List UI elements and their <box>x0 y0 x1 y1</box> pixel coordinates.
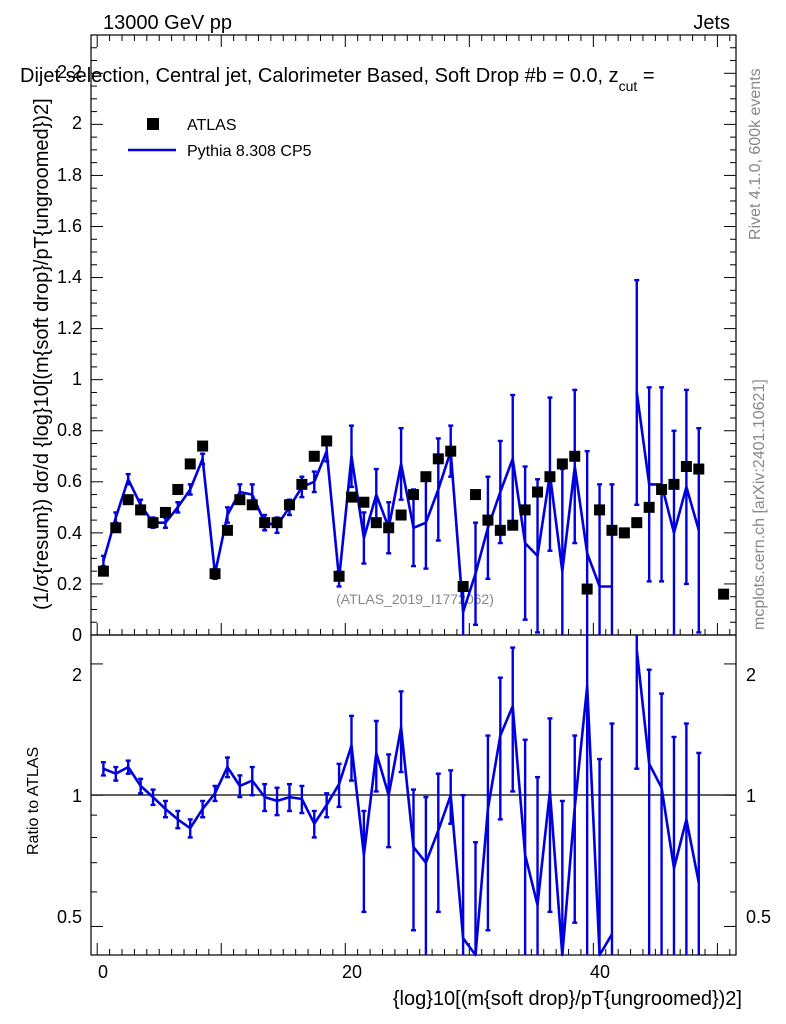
atlas-data-point <box>457 580 469 592</box>
atlas-data-point <box>259 517 271 529</box>
atlas-data-point <box>618 527 630 539</box>
atlas-data-point <box>97 565 109 577</box>
atlas-data-point <box>532 486 544 498</box>
x-tick-label: 40 <box>590 962 610 982</box>
atlas-data-point <box>333 570 345 582</box>
main-y-tick-label: 0.4 <box>57 523 82 543</box>
atlas-data-point <box>147 517 159 529</box>
main-y-tick-label: 1.2 <box>57 318 82 338</box>
atlas-data-point <box>594 504 606 516</box>
ratio-y-tick-label: 2 <box>72 665 82 685</box>
x-tick-label: 20 <box>342 962 362 982</box>
atlas-data-point <box>209 568 221 580</box>
atlas-data-point <box>556 458 568 470</box>
process-label: Jets <box>693 12 730 34</box>
atlas-data-point <box>172 483 184 495</box>
atlas-data-point <box>135 504 147 516</box>
energy-label: 13000 GeV pp <box>103 12 232 34</box>
atlas-data-point <box>432 453 444 465</box>
main-y-tick-labels: 0 0.2 0.4 0.6 0.8 1 1.2 1.4 1.6 1.8 2 2.… <box>57 62 82 645</box>
atlas-data-point <box>656 483 668 495</box>
main-y-tick-label: 0.8 <box>57 420 82 440</box>
atlas-data-point <box>296 478 308 490</box>
atlas-data-point <box>221 524 233 536</box>
atlas-data-point <box>408 489 419 501</box>
x-axis-title: {log}10[(m{soft drop}/pT{ungroomed})2] <box>393 988 742 1010</box>
atlas-data-point <box>345 491 357 503</box>
legend-mc-label: Pythia 8.308 CP5 <box>187 143 312 160</box>
atlas-data-point <box>197 440 209 452</box>
mc-series-line <box>102 392 701 614</box>
atlas-data-point <box>308 450 320 462</box>
atlas-data-point <box>668 478 680 490</box>
atlas-data-point <box>234 494 246 506</box>
atlas-data-point <box>283 499 295 511</box>
atlas-data-markers <box>97 435 730 600</box>
atlas-data-point <box>606 524 618 536</box>
ratio-y-tick-label-right: 0.5 <box>746 907 771 927</box>
main-y-tick-label: 0 <box>72 625 82 645</box>
atlas-data-point <box>507 519 519 531</box>
atlas-data-point <box>631 517 643 529</box>
atlas-data-point <box>271 517 283 529</box>
ratio-y-tick-label-right: 1 <box>746 786 756 806</box>
atlas-data-point <box>680 460 692 472</box>
legend: ATLAS Pythia 8.308 CP5 <box>128 117 312 160</box>
ratio-series-line <box>102 650 701 957</box>
atlas-data-point <box>122 494 134 506</box>
atlas-data-point <box>581 583 593 595</box>
main-y-tick-label: 0.6 <box>57 471 82 491</box>
atlas-data-point <box>246 499 258 511</box>
main-y-tick-label: 2.2 <box>57 62 82 82</box>
atlas-data-point <box>519 504 531 516</box>
legend-data-label: ATLAS <box>187 117 237 134</box>
atlas-data-point <box>494 524 506 536</box>
atlas-data-point <box>159 506 171 518</box>
main-y-axis-title: (1/σ{resum}) dσ/d {log}10[(m{soft drop}/… <box>31 98 53 610</box>
atlas-data-point <box>693 463 705 475</box>
main-y-tick-label: 1 <box>72 369 82 389</box>
main-y-tick-label: 1.4 <box>57 267 82 287</box>
legend-data-marker <box>147 118 159 130</box>
mc-error-bars <box>100 278 702 635</box>
main-y-tick-label: 1.8 <box>57 165 82 185</box>
atlas-data-point <box>544 471 556 483</box>
atlas-data-point <box>569 450 581 462</box>
ratio-y-tick-label-right: 2 <box>746 665 756 685</box>
atlas-data-point <box>321 435 333 447</box>
atlas-data-point <box>383 522 395 534</box>
rivet-label: Rivet 4.1.0, 600k events <box>747 68 764 240</box>
main-y-tick-label: 0.2 <box>57 574 82 594</box>
main-y-tick-label: 1.6 <box>57 216 82 236</box>
ratio-y-tick-label: 0.5 <box>57 907 82 927</box>
atlas-data-point <box>718 588 730 600</box>
atlas-data-point <box>470 489 482 501</box>
atlas-data-point <box>370 517 382 529</box>
plot-title: Dijet selection, Central jet, Calorimete… <box>20 65 655 94</box>
axis-ticks <box>91 34 736 955</box>
x-tick-label: 0 <box>98 962 108 982</box>
atlas-data-point <box>358 496 370 508</box>
atlas-data-point <box>482 514 494 526</box>
atlas-data-point <box>420 471 432 483</box>
atlas-data-point <box>184 458 196 470</box>
ratio-y-tick-label: 1 <box>72 786 82 806</box>
atlas-data-point <box>110 522 122 534</box>
mcplots-label: mcplots.cern.ch [arXiv:2401.10621] <box>751 379 768 630</box>
atlas-data-point <box>643 501 655 513</box>
ratio-y-axis-title: Ratio to ATLAS <box>25 747 42 855</box>
atlas-data-point <box>395 509 407 521</box>
atlas-data-point <box>445 445 457 457</box>
main-y-tick-label: 2 <box>72 113 82 133</box>
analysis-watermark: (ATLAS_2019_I1772062) <box>336 591 494 607</box>
